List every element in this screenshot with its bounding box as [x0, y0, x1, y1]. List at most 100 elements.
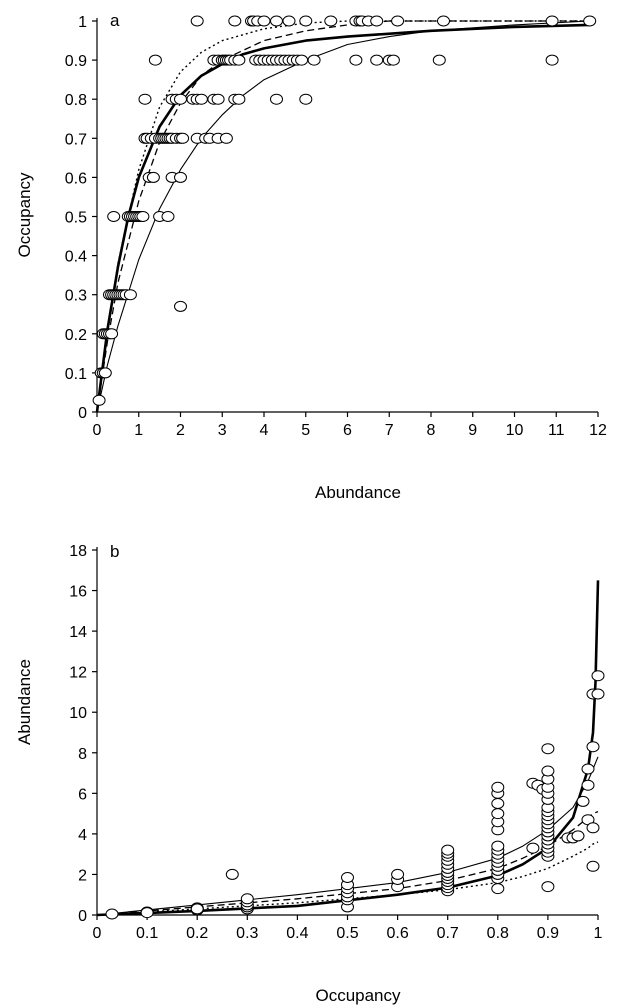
panel-b-data-point: [491, 798, 505, 809]
panel-a-y-tick-label: 0.3: [65, 288, 87, 305]
panel-b-data-point: [105, 908, 119, 920]
panel-a-data-point: [391, 15, 405, 27]
panel-a-data-point: [123, 289, 137, 301]
panel-a-data-point: [148, 54, 162, 66]
panel-a-data-point: [232, 54, 246, 66]
panel-a-y-tick-label: 0: [78, 405, 87, 422]
panel-a-data-point: [545, 15, 559, 27]
panel-a-y-tick-label: 0.1: [65, 366, 87, 383]
panel-a: a Abundance Occupancy 0 1 2 3 4 5 6 7 8 9 10 11 1200…: [15, 11, 607, 502]
panel-a-y-tick-label: 0.9: [65, 53, 87, 70]
panel-a-y-tick-label: 0.2: [65, 327, 87, 344]
panel-b-x-tick-label: 0.9: [537, 925, 559, 942]
panel-a-data-point: [228, 15, 242, 27]
panel-b-y-tick-label: 8: [78, 746, 87, 763]
panel-a-x-tick-label: 0: [93, 422, 102, 439]
panel-b-data-point: [491, 883, 505, 895]
panel-a-data-point: [98, 367, 112, 379]
panel-b-data-point: [225, 868, 239, 880]
panel-a-x-tick-label: 5: [301, 422, 310, 439]
panel-a-x-tick-label: 4: [260, 422, 269, 439]
panel-a-data-point: [270, 15, 283, 27]
panel-a-x-tick-label: 3: [218, 422, 227, 439]
panel-b-x-tick-label: 0.8: [487, 925, 509, 942]
panel-b-x-tick-label: 0.3: [236, 925, 258, 942]
panel-b-data-point: [586, 741, 600, 753]
panel-b-label: b: [110, 542, 119, 561]
panel-a-label: a: [110, 11, 120, 30]
panel-b-x-tick-label: 0: [93, 925, 102, 942]
panel-a-data-point: [92, 394, 106, 406]
panel-b-x-axis-title: Occupancy: [315, 986, 401, 1005]
panel-a-y-tick-label: 0.4: [65, 249, 87, 266]
panel-b-curve-thick-solid: [96, 580, 600, 917]
panel-b-data-point: [576, 795, 590, 807]
panel-b-data-point: [581, 763, 595, 775]
panel-b-data-point: [586, 822, 600, 834]
panel-a-data-point: [299, 15, 313, 27]
panel-b-curve-thin-solid: [96, 756, 599, 916]
panel-a-data-point: [174, 171, 187, 183]
panel-a-data-point: [349, 54, 363, 66]
panel-a-x-tick-label: 1: [134, 422, 143, 439]
panel-b-data-point: [541, 881, 555, 893]
panel-b-y-tick-label: 10: [69, 705, 87, 722]
panel-a-data-point: [174, 93, 187, 105]
panel-b-x-tick-label: 0.1: [136, 925, 158, 942]
panel-b-x-tick-label: 0.5: [336, 925, 358, 942]
panel-a-data-point: [307, 54, 321, 66]
panel-b-x-tick-label: 0.4: [286, 925, 308, 942]
panel-a-x-tick-label: 2: [176, 422, 185, 439]
panel-a-y-tick-label: 1: [78, 14, 87, 31]
panel-b-y-tick-label: 12: [69, 665, 87, 682]
panel-a-x-axis-title: Abundance: [315, 483, 401, 502]
panel-a-data-point: [161, 211, 175, 222]
panel-a-data-point: [146, 171, 160, 183]
panel-a-x-tick-label: 12: [589, 422, 607, 439]
panel-a-curve-dotted: [96, 20, 590, 413]
panel-b-y-tick-label: 4: [78, 827, 87, 844]
panel-a-y-tick-label: 0.8: [65, 92, 87, 109]
panel-a-y-tick-label: 0.6: [65, 170, 87, 187]
panel-b-data-point: [240, 893, 254, 905]
panel-a-data-point: [176, 132, 190, 144]
panel-a-x-tick-label: 6: [343, 422, 352, 439]
panel-b-data-point: [526, 842, 540, 854]
panel-a-data-point: [295, 54, 309, 66]
panel-b-y-tick-label: 0: [78, 908, 87, 925]
panel-b-data-point: [491, 781, 505, 793]
panel-a-y-tick-label: 0.5: [65, 210, 87, 227]
panel-a-data-point: [257, 15, 271, 27]
panel-a-data-point: [136, 211, 150, 222]
panel-a-data-point: [105, 328, 119, 340]
panel-a-data-point: [194, 93, 208, 105]
panel-b-data-point: [586, 860, 600, 872]
panel-a-data-point: [270, 93, 283, 105]
panel-a-data-point: [107, 211, 121, 222]
panel-a-data-point: [583, 15, 597, 27]
panel-b-data-point: [341, 872, 354, 883]
panel-a-data-point: [370, 54, 384, 66]
panel-a-x-tick-label: 10: [506, 422, 524, 439]
panel-a-x-tick-label: 11: [548, 422, 565, 439]
panel-b-data-point: [441, 844, 455, 856]
panel-a-x-tick-label: 7: [385, 422, 394, 439]
panel-b-data-point: [571, 830, 585, 842]
panel-a-data-point: [211, 93, 225, 105]
panel-a-data-point: [299, 93, 313, 105]
panel-b-data-point: [391, 868, 405, 880]
panel-a-data-point: [190, 15, 204, 27]
panel-b-y-tick-label: 16: [69, 584, 87, 601]
panel-b-curve-dotted: [96, 841, 599, 916]
panel-b-data-point: [591, 688, 605, 700]
panel-a-curve-dashed: [96, 20, 590, 413]
panel-b-y-tick-label: 2: [78, 867, 87, 884]
panel-a-data-point: [219, 132, 233, 144]
panel-a-y-axis-title: Occupancy: [15, 172, 34, 258]
panel-b-data-point: [190, 903, 204, 915]
panel-b-data-point: [591, 670, 605, 682]
panel-b-y-tick-label: 14: [69, 624, 87, 641]
panel-b-data-point: [581, 779, 595, 791]
panel-a-y-tick-label: 0.7: [65, 131, 87, 148]
